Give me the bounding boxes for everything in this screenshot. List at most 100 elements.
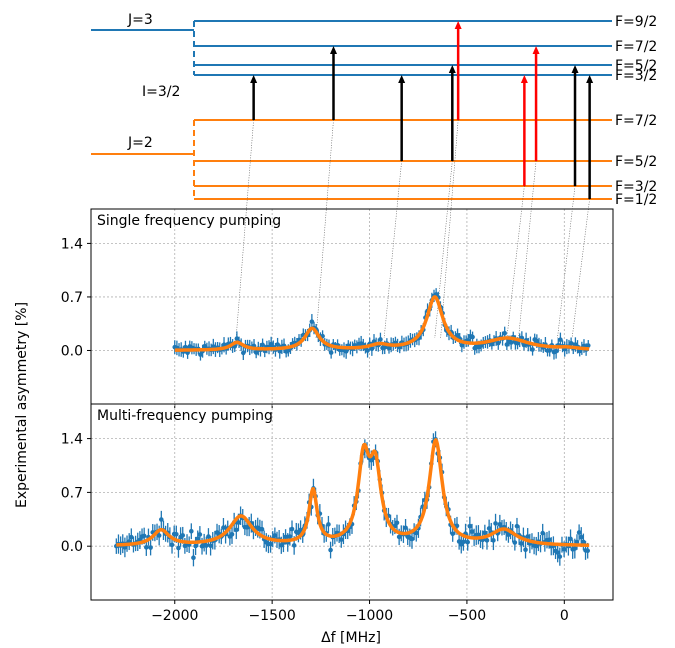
data-point: [204, 543, 209, 548]
data-point: [467, 523, 473, 529]
fit-curve: [173, 295, 591, 352]
data-point: [180, 533, 186, 538]
transition-connector: [571, 198, 590, 339]
data-point: [521, 342, 527, 348]
y-tick-label: 1.4: [61, 432, 83, 448]
data-point: [495, 340, 501, 346]
data-point: [268, 541, 273, 547]
nuclear-spin-label: I=3/2: [142, 84, 180, 100]
data-point: [572, 546, 578, 551]
data-point: [328, 350, 334, 355]
data-point: [253, 350, 259, 355]
data-point: [482, 530, 488, 536]
data-point: [378, 337, 383, 342]
data-point: [484, 538, 490, 543]
data-point: [578, 534, 584, 540]
data-point: [382, 345, 388, 350]
data-point: [259, 526, 265, 532]
transition-arrowhead: [571, 65, 579, 73]
lower-level-label: F=7/2: [615, 113, 657, 129]
x-tick-label: −1500: [248, 608, 295, 624]
data-point: [289, 526, 295, 532]
panel-single-frequency: Single frequency pumping 0.0 0.7 1.4: [61, 208, 614, 408]
data-point: [206, 534, 211, 539]
data-point: [450, 531, 455, 537]
data-point: [328, 547, 333, 553]
lower-level-label: F=3/2: [615, 179, 657, 195]
data-point: [553, 348, 559, 354]
data-point: [229, 532, 235, 537]
data-point: [469, 529, 475, 534]
x-tick-label: 0: [560, 608, 569, 624]
data-point: [413, 530, 419, 536]
data-point: [514, 523, 520, 529]
axes-frame: [90, 403, 614, 601]
data-point: [195, 536, 201, 542]
data-point: [174, 531, 179, 537]
data-point: [141, 533, 147, 539]
lower-term-label: J=2: [127, 135, 153, 151]
data-point: [287, 534, 293, 539]
data-point: [512, 540, 518, 545]
data-point: [454, 523, 460, 529]
y-tick-label: 1.4: [61, 236, 83, 252]
transition-connectors: [235, 119, 590, 339]
data-point: [156, 533, 162, 538]
data-point: [159, 517, 164, 522]
data-point: [576, 530, 582, 535]
data-point: [486, 526, 492, 531]
data-point: [189, 528, 194, 534]
data-point: [283, 534, 288, 540]
data-point: [129, 534, 134, 540]
data-point: [144, 545, 149, 550]
data-point: [199, 543, 205, 549]
data-point: [326, 522, 331, 527]
transition-connector: [235, 119, 254, 339]
level-diagram: J=3 I=3/2 J=2 F=9/2F=7/2F=5/2F=3/2F=7/2F…: [91, 12, 657, 208]
data-point: [234, 336, 240, 341]
y-tick-label: 0.7: [61, 485, 83, 501]
data-point: [191, 555, 196, 560]
data-point: [193, 543, 198, 549]
y-tick-label: 0.0: [61, 343, 83, 359]
data-point: [221, 342, 227, 348]
upper-level-label: F=3/2: [615, 68, 657, 84]
data-point: [555, 550, 560, 555]
data-point: [530, 347, 535, 352]
transition-arrowhead: [250, 75, 258, 83]
data-point: [518, 541, 524, 546]
data-point: [534, 338, 540, 344]
data-point: [236, 520, 241, 525]
panel-multi-frequency: Multi-frequency pumping 0.0 0.7 1.4 −2000 −1…: [61, 403, 614, 624]
panel-title-multi: Multi-frequency pumping: [97, 408, 273, 424]
transition-arrowhead: [532, 46, 540, 54]
data-point: [540, 530, 545, 536]
data-point: [369, 346, 375, 352]
data-point: [561, 546, 567, 552]
transition-connector: [315, 119, 334, 339]
data-point: [493, 521, 498, 526]
data-point: [396, 534, 402, 540]
data-point: [291, 543, 297, 548]
data-point: [558, 337, 563, 342]
data-point: [508, 340, 514, 345]
lower-level-label: F=1/2: [615, 192, 657, 208]
transition-connector: [506, 185, 525, 339]
y-tick-label: 0.7: [61, 290, 83, 306]
data-point: [525, 534, 530, 539]
data-point: [506, 532, 511, 538]
y-axis-label: Experimental asymmetry [%]: [14, 302, 30, 508]
data-point: [568, 536, 573, 542]
x-axis-label: Δf [MHz]: [321, 630, 381, 646]
data-point: [365, 348, 370, 353]
transition-connector: [434, 160, 453, 339]
data-point: [309, 319, 315, 324]
data-point: [546, 537, 552, 543]
data-point: [409, 536, 415, 542]
data-point: [581, 539, 586, 545]
transition-arrowhead: [454, 21, 462, 29]
x-tick-label: −2000: [151, 608, 198, 624]
data-point: [386, 345, 392, 351]
data-point: [533, 543, 539, 549]
